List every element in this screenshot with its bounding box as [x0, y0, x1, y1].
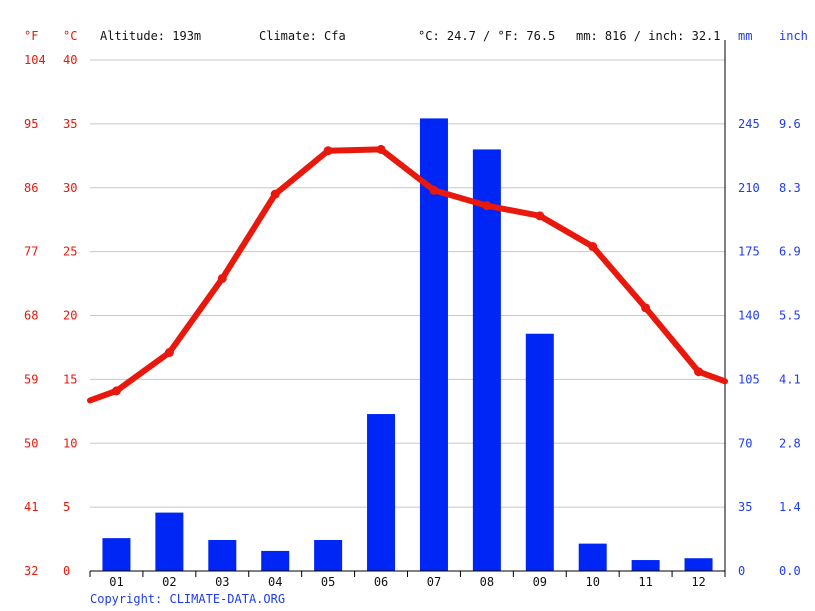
temperature-point	[482, 201, 492, 211]
celsius-tick-label: 15	[63, 372, 77, 386]
x-tick-label: 07	[427, 575, 441, 589]
temperature-line	[87, 146, 728, 404]
fahrenheit-tick-label: 68	[24, 309, 38, 323]
temperature-point	[376, 144, 386, 154]
fahrenheit-tick-label: 32	[24, 564, 38, 578]
x-tick-label: 09	[533, 575, 547, 589]
fahrenheit-tick-label: 95	[24, 117, 38, 131]
x-tick-label: 11	[638, 575, 652, 589]
temperature-point	[535, 211, 545, 221]
inch-tick-label: 6.9	[779, 245, 801, 259]
temperature-point	[164, 348, 174, 358]
x-tick-label: 12	[691, 575, 705, 589]
fahrenheit-tick-label: 104	[24, 53, 46, 67]
temperature-point	[270, 189, 280, 199]
fahrenheit-tick-label: 50	[24, 436, 38, 450]
temperature-point	[111, 386, 121, 396]
celsius-tick-label: 10	[63, 436, 77, 450]
celsius-tick-label: 30	[63, 181, 77, 195]
temperature-point	[323, 146, 333, 156]
average-temperature-label: °C: 24.7 / °F: 76.5	[418, 29, 556, 43]
altitude-label: Altitude: 193m	[100, 29, 202, 43]
celsius-tick-label: 0	[63, 564, 70, 578]
inch-unit-label: inch	[779, 29, 808, 43]
precipitation-bar	[472, 149, 501, 572]
fahrenheit-tick-label: 59	[24, 372, 38, 386]
climate-label: Climate: Cfa	[259, 29, 346, 43]
x-tick-label: 06	[374, 575, 388, 589]
mm-tick-label: 105	[738, 372, 760, 386]
celsius-tick-label: 20	[63, 309, 77, 323]
precipitation-bar	[102, 538, 131, 571]
celsius-tick-label: 35	[63, 117, 77, 131]
temperature-point	[217, 273, 227, 283]
precipitation-bar	[208, 539, 237, 571]
copyright-link[interactable]: Copyright: CLIMATE-DATA.ORG	[90, 592, 286, 606]
precipitation-bar	[367, 414, 396, 571]
x-tick-label: 04	[268, 575, 282, 589]
inch-tick-label: 8.3	[779, 181, 801, 195]
inch-tick-label: 9.6	[779, 117, 801, 131]
temperature-point	[641, 303, 651, 313]
fahrenheit-unit-label: °F	[24, 29, 39, 43]
fahrenheit-tick-label: 77	[24, 245, 38, 259]
fahrenheit-tick-label: 86	[24, 181, 38, 195]
mm-tick-label: 35	[738, 500, 752, 514]
total-precipitation-label: mm: 816 / inch: 32.1	[576, 29, 721, 43]
precipitation-bar	[155, 512, 184, 571]
inch-tick-label: 5.5	[779, 309, 801, 323]
x-tick-label: 02	[162, 575, 176, 589]
x-tick-label: 10	[585, 575, 599, 589]
precipitation-bar	[631, 560, 660, 571]
celsius-tick-label: 40	[63, 53, 77, 67]
inch-tick-label: 1.4	[779, 500, 801, 514]
celsius-tick-label: 25	[63, 245, 77, 259]
celsius-unit-label: °C	[63, 29, 78, 43]
fahrenheit-tick-label: 41	[24, 500, 38, 514]
x-tick-label: 08	[480, 575, 494, 589]
mm-tick-label: 140	[738, 309, 760, 323]
mm-tick-label: 70	[738, 436, 752, 450]
temperature-point	[588, 242, 598, 252]
celsius-tick-label: 5	[63, 500, 70, 514]
temperature-point	[429, 185, 439, 195]
precipitation-bar	[684, 558, 713, 571]
precipitation-bar	[578, 543, 607, 571]
inch-tick-label: 0.0	[779, 564, 801, 578]
temperature-point	[694, 367, 704, 377]
mm-tick-label: 245	[738, 117, 760, 131]
precipitation-bar	[261, 550, 290, 571]
precipitation-bar	[314, 539, 343, 571]
inch-tick-label: 2.8	[779, 436, 801, 450]
x-tick-label: 03	[215, 575, 229, 589]
mm-unit-label: mm	[738, 29, 753, 43]
inch-tick-label: 4.1	[779, 372, 801, 386]
x-tick-label: 01	[109, 575, 123, 589]
mm-tick-label: 0	[738, 564, 745, 578]
precipitation-bar	[525, 333, 554, 571]
mm-tick-label: 210	[738, 181, 760, 195]
mm-tick-label: 175	[738, 245, 760, 259]
x-tick-label: 05	[321, 575, 335, 589]
